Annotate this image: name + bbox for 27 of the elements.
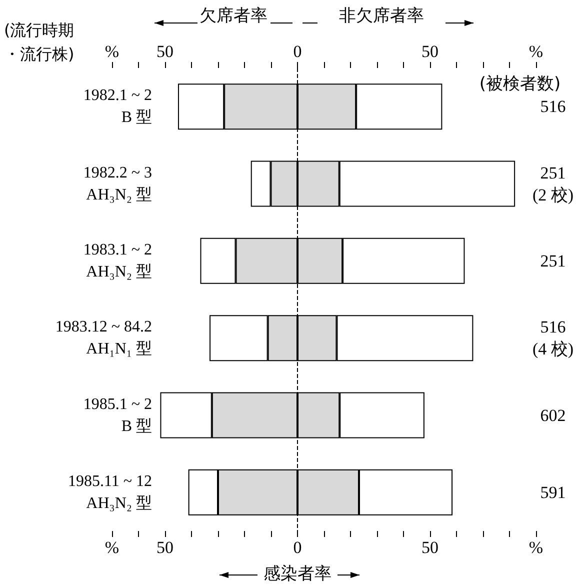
y-tick-label: 1982.2 ~ 3 AH₃N₂ 型 <box>83 164 152 204</box>
x2-tick-label: % <box>104 42 120 61</box>
x-tick-label: % <box>104 538 120 557</box>
annotation: 251 (2 校) <box>532 163 574 204</box>
text: 251 <box>540 251 566 270</box>
x-tick-label: 0 <box>293 538 302 557</box>
y-tick-label: 1983.12 ~ 84.2 AH₁N₁ 型 <box>55 318 152 358</box>
y-tick-label: 1985.11 ~ 12 AH₃N₂ 型 <box>68 472 152 512</box>
y-tick-label: 1982.1 ~ 2 B 型 <box>83 87 152 126</box>
y-tick-label: 1983.1 ~ 2 AH₃N₂ 型 <box>83 241 152 280</box>
x2-tick-label: 50 <box>156 42 174 61</box>
text: 602 <box>540 406 566 425</box>
x2-tick-label: 50 <box>422 42 438 61</box>
x2-tick-label: 0 <box>293 42 302 61</box>
text: 591 <box>540 482 566 502</box>
y-axis-title: (流行時期・流行株) <box>4 20 74 64</box>
text: 516 <box>540 97 566 116</box>
x-tick-label: % <box>528 538 544 557</box>
annotation: 516 (4 校) <box>532 318 574 359</box>
text: 非欠席者率 <box>339 6 424 26</box>
x-tick-label: 50 <box>156 538 174 557</box>
x2-tick-label: % <box>528 42 544 61</box>
annotation: (被検者数) <box>479 74 561 94</box>
text: 欠席者率 <box>200 6 268 26</box>
x-tick-label: 50 <box>422 538 438 557</box>
y-tick-label: 1985.1 ~ 2 B 型 <box>83 396 152 435</box>
text: 感染者率 <box>264 564 332 584</box>
